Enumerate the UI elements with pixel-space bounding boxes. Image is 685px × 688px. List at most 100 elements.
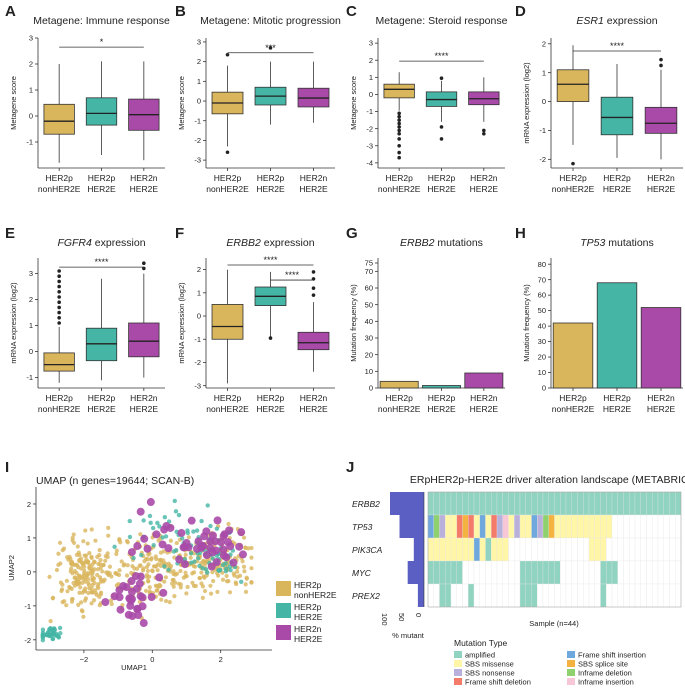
umap-point xyxy=(199,518,204,524)
umap-point xyxy=(163,534,169,539)
oncoprint-cell xyxy=(427,537,434,562)
umap-point xyxy=(56,562,61,567)
box xyxy=(43,352,75,372)
significance-label: *** xyxy=(265,43,276,53)
x-tick-label: HER2E xyxy=(299,184,328,194)
umap-point xyxy=(176,512,182,518)
oncoprint-cell xyxy=(629,560,636,585)
oncoprint-cell xyxy=(525,583,532,608)
umap-point xyxy=(175,555,184,564)
oncoprint-cell xyxy=(525,560,532,585)
oncoprint-cell xyxy=(542,537,549,562)
legend-swatch xyxy=(454,660,462,667)
oncoprint-cell xyxy=(456,537,463,562)
box-and-bar-panels: A Metagene: Immune response -1 0 1 2 3 Metagene… xyxy=(5,3,683,414)
oncoprint-cell xyxy=(600,514,607,539)
significance-label: **** xyxy=(263,255,278,265)
umap-point xyxy=(93,538,98,543)
oncoprint-cell xyxy=(485,491,492,516)
umap-point xyxy=(187,516,196,525)
oncoprint-cell xyxy=(588,514,595,539)
legend-swatch xyxy=(454,669,462,676)
y-tick-label: 0 xyxy=(542,97,546,106)
oncoprint-cell xyxy=(606,583,613,608)
oncoprint-cell xyxy=(646,491,653,516)
y-tick-label: 20 xyxy=(365,350,373,359)
y-axis-title: Metagene score xyxy=(9,76,18,130)
legend-label: SBS nonsense xyxy=(465,669,515,678)
x-tick-label: HER2p xyxy=(45,393,73,403)
umap-point xyxy=(147,593,156,602)
umap-point xyxy=(208,583,213,588)
y-tick-label: -2 xyxy=(539,155,546,164)
umap-point xyxy=(59,588,64,594)
umap-point xyxy=(158,563,163,569)
umap-point xyxy=(65,589,70,594)
oncoprint-cell xyxy=(554,583,561,608)
umap-point xyxy=(181,560,190,569)
umap-point xyxy=(117,568,122,573)
significance-label: **** xyxy=(434,51,449,61)
umap-point xyxy=(217,568,222,573)
umap-point xyxy=(89,527,94,532)
umap-point xyxy=(97,547,102,553)
x-tick-label: HER2p xyxy=(603,393,631,403)
umap-point xyxy=(200,566,205,571)
umap-point xyxy=(228,568,233,573)
box xyxy=(644,106,678,134)
umap-point xyxy=(126,594,135,603)
umap-point xyxy=(155,568,160,573)
oncoprint-cell xyxy=(433,514,440,539)
umap-point xyxy=(168,563,174,569)
umap-point xyxy=(78,566,84,571)
umap-point xyxy=(152,564,158,569)
umap-point xyxy=(109,601,114,607)
umap-point xyxy=(229,558,238,567)
y-axis-title: UMAP2 xyxy=(7,555,16,581)
oncoprint-cell xyxy=(548,491,555,516)
oncoprint-cell xyxy=(657,491,664,516)
oncoprint-cell xyxy=(542,583,549,608)
x-tick-label: HER2E xyxy=(299,404,328,414)
outlier-point xyxy=(482,131,486,136)
oncoprint-cell xyxy=(496,514,503,539)
umap-point xyxy=(182,539,191,548)
umap-point xyxy=(166,567,171,572)
umap-point xyxy=(74,570,79,576)
outlier-point xyxy=(57,310,61,315)
umap-point xyxy=(235,542,244,551)
umap-point xyxy=(145,575,150,580)
oncoprint-cell xyxy=(634,491,641,516)
y-tick-label: -1 xyxy=(24,602,31,611)
oncoprint-cell xyxy=(571,583,578,608)
umap-point xyxy=(139,619,148,628)
umap-point xyxy=(207,562,216,571)
oncoprint-cell xyxy=(496,560,503,585)
oncoprint-cell xyxy=(634,514,641,539)
y-tick-label: 0 xyxy=(542,384,546,393)
percent-mutant-bar xyxy=(407,561,424,584)
outlier-point xyxy=(659,63,663,68)
x-tick-label: HER2E xyxy=(603,404,632,414)
umap-point xyxy=(163,575,168,580)
oncoprint-cell xyxy=(571,491,578,516)
legend-swatch xyxy=(567,669,575,676)
oncoprint-cell xyxy=(577,514,584,539)
umap-point xyxy=(224,538,233,547)
umap-point xyxy=(106,533,111,538)
umap-point xyxy=(89,601,94,606)
oncoprint-cell xyxy=(445,491,452,516)
umap-point xyxy=(147,589,152,594)
oncoprint-cell xyxy=(531,560,538,585)
oncoprint-cell xyxy=(600,491,607,516)
outlier-point xyxy=(397,155,401,160)
bar xyxy=(552,322,594,389)
umap-point xyxy=(194,528,200,533)
umap-point xyxy=(185,528,190,533)
oncoprint-cell xyxy=(617,491,624,516)
oncoprint-cell xyxy=(502,537,509,562)
oncoprint-cell xyxy=(462,491,469,516)
y-axis-title: Mutation frequency (%) xyxy=(349,284,358,362)
x-tick-label: HER2n xyxy=(647,173,675,183)
umap-point xyxy=(101,598,110,607)
